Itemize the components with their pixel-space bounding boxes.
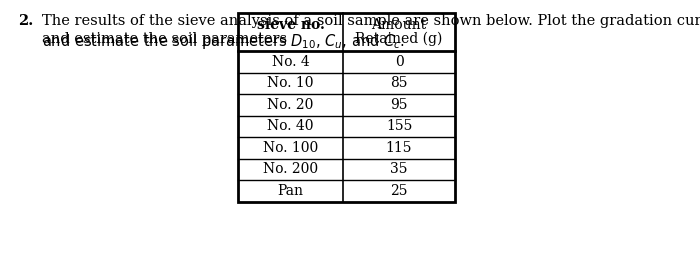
Text: Amount: Amount xyxy=(372,18,426,32)
Text: 0: 0 xyxy=(395,55,403,69)
Text: and estimate the soil parameters $D_{10}$, $C_u$, and $C_c$.: and estimate the soil parameters $D_{10}… xyxy=(42,32,405,51)
Text: No. 40: No. 40 xyxy=(267,119,314,133)
Text: No. 4: No. 4 xyxy=(272,55,309,69)
Text: 95: 95 xyxy=(391,98,407,112)
Text: 25: 25 xyxy=(391,184,407,198)
Text: Pan: Pan xyxy=(277,184,304,198)
Text: 155: 155 xyxy=(386,119,412,133)
Text: Retained (g): Retained (g) xyxy=(356,32,442,47)
Text: No. 200: No. 200 xyxy=(263,162,318,176)
Text: The results of the sieve analysis of a soil sample are shown below. Plot the gra: The results of the sieve analysis of a s… xyxy=(42,14,700,28)
Bar xyxy=(238,13,455,201)
Text: 115: 115 xyxy=(386,141,412,155)
Text: 35: 35 xyxy=(391,162,407,176)
Text: and estimate the soil parameters: and estimate the soil parameters xyxy=(42,32,292,46)
Text: No. 10: No. 10 xyxy=(267,76,314,90)
Text: No. 20: No. 20 xyxy=(267,98,314,112)
Text: 2.: 2. xyxy=(18,14,34,28)
Text: No. 100: No. 100 xyxy=(263,141,318,155)
Text: 85: 85 xyxy=(391,76,407,90)
Text: sieve no.: sieve no. xyxy=(257,18,324,32)
